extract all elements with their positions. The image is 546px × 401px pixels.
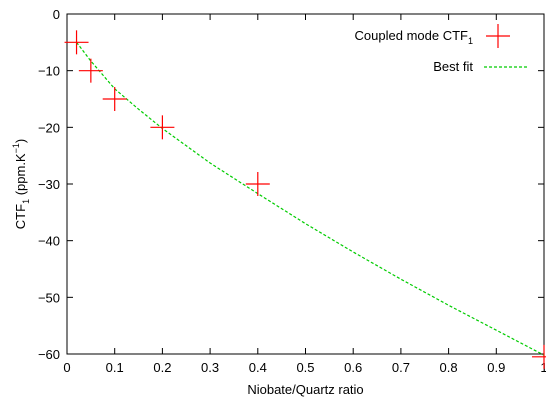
y-axis-label-unit-end: ) <box>13 139 28 143</box>
x-tick-label: 0 <box>63 360 70 375</box>
data-point <box>78 58 103 83</box>
y-axis-label-unit-sup: −1 <box>11 143 21 153</box>
y-tick-label: −60 <box>38 347 60 362</box>
legend-marker-plus <box>486 24 510 48</box>
x-tick-label: 1 <box>540 360 546 375</box>
y-tick-label: −50 <box>38 290 60 305</box>
y-tick-label: −40 <box>38 234 60 249</box>
x-tick-label: 0.1 <box>106 360 124 375</box>
y-axis-label-unit: (ppm.K <box>13 153 28 199</box>
legend-label-coupled-mode: Coupled mode CTF1 <box>355 28 473 46</box>
y-tick-label: −20 <box>38 120 60 135</box>
data-point <box>150 115 175 140</box>
y-axis-label-sub: 1 <box>21 199 31 204</box>
y-tick-label: −10 <box>38 64 60 79</box>
best-fit-line <box>76 41 545 356</box>
data-point <box>532 344 546 369</box>
x-tick-label: 0.9 <box>487 360 505 375</box>
x-tick-label: 0.4 <box>249 360 267 375</box>
x-tick-label: 0.3 <box>201 360 219 375</box>
y-axis-label-main: CTF <box>13 204 28 229</box>
data-point <box>245 172 270 196</box>
y-tick-label: 0 <box>53 7 60 22</box>
data-point <box>102 87 127 111</box>
x-tick-label: 0.7 <box>392 360 410 375</box>
x-tick-label: 0.6 <box>344 360 362 375</box>
y-tick-label: −30 <box>38 177 60 192</box>
axis-ticks <box>66 13 545 355</box>
x-axis-label: Niobate/Quartz ratio <box>247 382 363 397</box>
legend-label-best-fit: Best fit <box>433 59 473 74</box>
x-tick-label: 0.8 <box>440 360 458 375</box>
axis-tick-labels: 0 0.1 0.2 0.3 0.4 0.5 0.6 0.7 0.8 0.9 1 0 −10 −20 −30 −… <box>38 7 546 375</box>
data-point <box>64 30 89 55</box>
legend: Coupled mode CTF1 Best fit <box>355 24 527 74</box>
x-tick-label: 0.5 <box>296 360 314 375</box>
x-tick-label: 0.2 <box>153 360 171 375</box>
series-layer <box>64 30 546 369</box>
y-axis-label: CTF1 (ppm.K−1) <box>11 139 31 229</box>
